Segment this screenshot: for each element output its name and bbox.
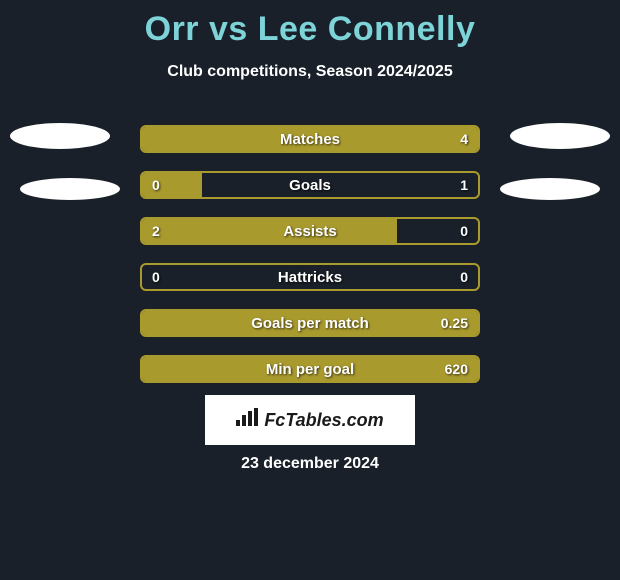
stat-row: Goals per match0.25 — [140, 309, 480, 337]
stat-label: Min per goal — [142, 357, 478, 381]
date-text: 23 december 2024 — [0, 455, 620, 473]
comparison-subtitle: Club competitions, Season 2024/2025 — [0, 63, 620, 81]
stat-value-right: 0 — [460, 219, 468, 243]
chart-icon — [236, 408, 258, 432]
stat-label: Matches — [142, 127, 478, 151]
logo-text: FcTables.com — [236, 408, 383, 432]
stat-value-right: 620 — [445, 357, 468, 381]
player-left-avatar-bottom — [20, 178, 120, 200]
comparison-title: Orr vs Lee Connelly — [0, 0, 620, 49]
stat-value-right: 0.25 — [441, 311, 468, 335]
stat-value-left: 0 — [152, 173, 160, 197]
stat-label: Hattricks — [142, 265, 478, 289]
stat-value-left: 0 — [152, 265, 160, 289]
stat-label: Goals — [142, 173, 478, 197]
player-right-avatar-bottom — [500, 178, 600, 200]
logo-box: FcTables.com — [205, 395, 415, 445]
player-left-avatar-top — [10, 123, 110, 149]
stat-value-right: 0 — [460, 265, 468, 289]
logo-label: FcTables.com — [264, 410, 383, 431]
stat-row: Matches4 — [140, 125, 480, 153]
player-right-avatar-top — [510, 123, 610, 149]
stat-row: Min per goal620 — [140, 355, 480, 383]
stat-value-right: 4 — [460, 127, 468, 151]
stat-row: Hattricks0 0 — [140, 263, 480, 291]
stat-value-right: 1 — [460, 173, 468, 197]
stat-value-left: 2 — [152, 219, 160, 243]
stat-label: Goals per match — [142, 311, 478, 335]
stat-row: Goals0 1 — [140, 171, 480, 199]
stat-label: Assists — [142, 219, 478, 243]
stat-row: Assists2 0 — [140, 217, 480, 245]
stats-container: Matches4Goals01Assists20Hattricks00Goals… — [140, 125, 480, 401]
